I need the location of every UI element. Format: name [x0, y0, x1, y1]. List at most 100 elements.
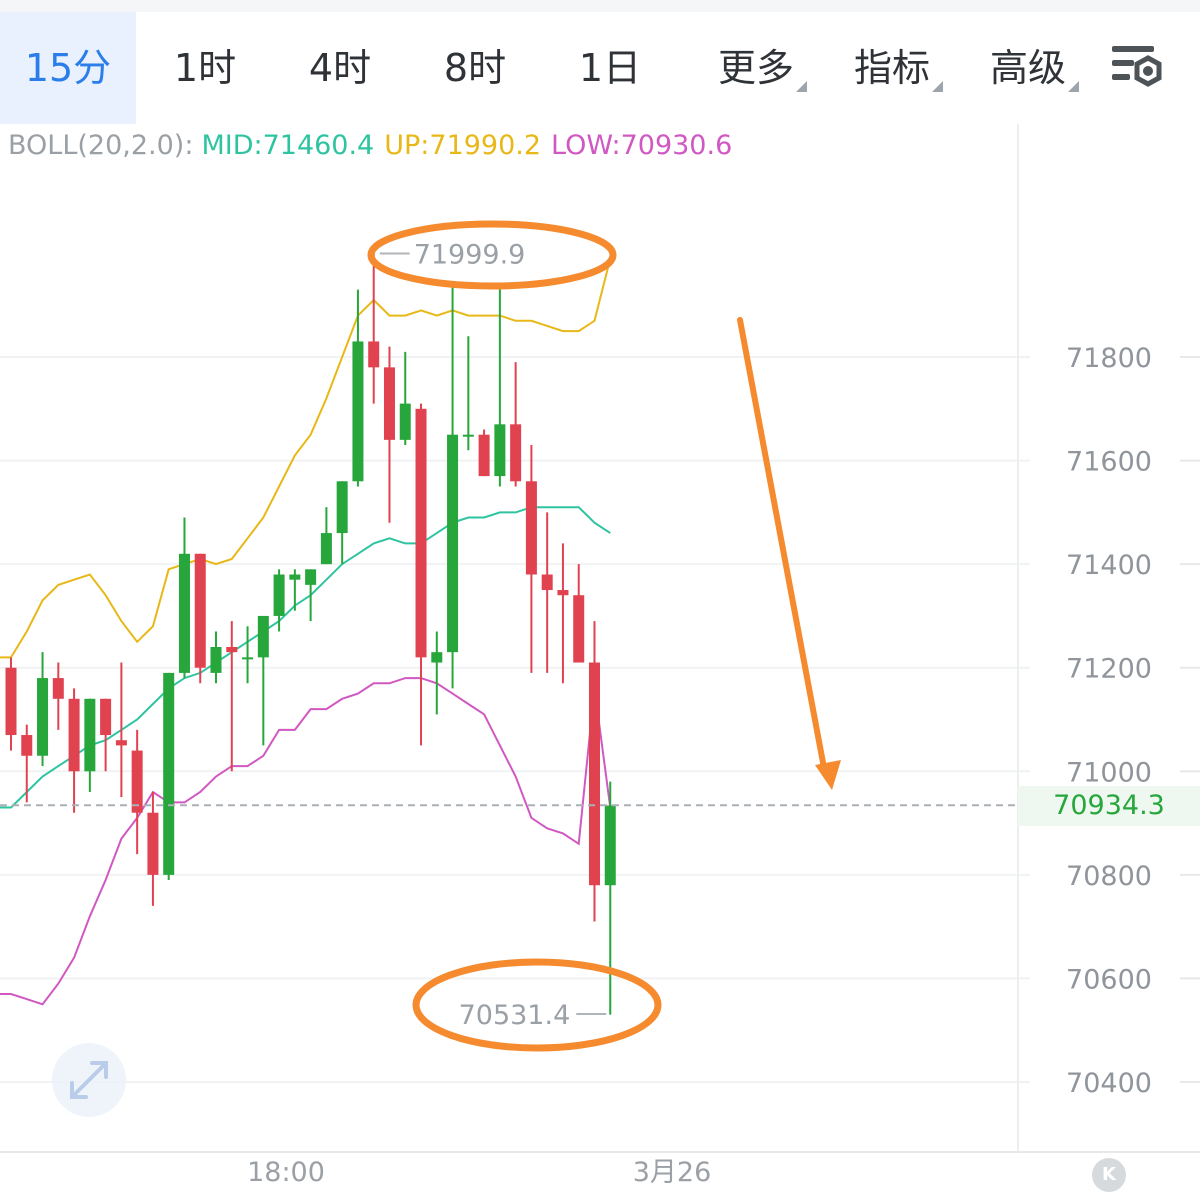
high-price-label: 71999.9 [414, 239, 526, 270]
kline-logo-button[interactable]: K [1092, 1158, 1126, 1192]
candle [273, 569, 285, 632]
boll-low-line [0, 677, 612, 1006]
candle [178, 517, 190, 679]
candle-body [178, 553, 190, 673]
candle [525, 445, 537, 673]
candle [100, 698, 112, 772]
candle-body [210, 647, 222, 673]
candle [336, 481, 348, 565]
candle-body [447, 434, 459, 653]
y-tick-label: 70800 [1066, 861, 1152, 892]
candle-body [194, 553, 206, 668]
tab-label: 指标 [853, 46, 930, 90]
boll-bands [0, 258, 612, 1006]
candle-body [399, 403, 411, 440]
tab-label: 4时 [308, 46, 372, 90]
candlestick-chart[interactable]: 71800 71600 71400 71200 71000 70800 70600 70400… [0, 124, 1200, 1191]
candle [242, 626, 254, 684]
candle [320, 507, 332, 565]
candle [383, 346, 395, 523]
low-price-label: 70531.4 [459, 1000, 571, 1031]
candle-body [588, 662, 600, 886]
candle [604, 781, 616, 1015]
candle [84, 698, 96, 792]
candle-body [604, 805, 616, 886]
tab-more-dropdown[interactable]: 更多 [700, 12, 812, 124]
tab-label: 8时 [443, 46, 507, 90]
tab-label: 更多 [717, 46, 794, 90]
candle-body [494, 424, 506, 477]
tab-advanced-dropdown[interactable]: 高级 [972, 12, 1084, 124]
candle [21, 724, 33, 803]
candle [163, 672, 175, 881]
y-tick-label: 70600 [1066, 964, 1152, 995]
tab-indicators-dropdown[interactable]: 指标 [836, 12, 948, 124]
candle [399, 351, 411, 446]
downtrend-arrow-head [815, 760, 841, 790]
candle-body [273, 574, 285, 616]
downtrend-arrow-shaft [737, 317, 827, 771]
candle [257, 615, 269, 746]
time-axis: 18:00 3月26 [247, 1157, 711, 1188]
fullscreen-button[interactable] [52, 1043, 126, 1117]
candle-body [573, 595, 585, 663]
y-tick-label: 71400 [1066, 550, 1152, 581]
candle [147, 792, 159, 906]
candle-body [368, 341, 380, 368]
candle-body [541, 574, 553, 591]
candle-body [52, 678, 64, 699]
dropdown-arrow-icon [1068, 81, 1079, 92]
tab-1h[interactable]: 1时 [140, 12, 270, 124]
k-icon: K [1102, 1164, 1116, 1185]
candle [210, 631, 222, 684]
candle-body [478, 434, 490, 477]
y-tick-label: 71600 [1066, 447, 1152, 478]
annotations [367, 220, 841, 1052]
tab-15min[interactable]: 15分 [0, 12, 136, 124]
settings-icon [1112, 46, 1162, 87]
candle [431, 631, 443, 715]
candle-body [352, 341, 364, 482]
candle-body [115, 740, 127, 746]
candle [194, 553, 206, 684]
tab-label: 高级 [989, 46, 1066, 90]
candle-body [100, 698, 112, 736]
tab-8h[interactable]: 8时 [410, 12, 540, 124]
y-tick-label: 71800 [1066, 343, 1152, 374]
candle [415, 403, 427, 746]
candle [447, 284, 459, 689]
boll-mid-line [0, 506, 611, 809]
candle [115, 662, 127, 798]
candle-body [147, 812, 159, 875]
candle-body [257, 615, 269, 658]
candle-body [383, 367, 395, 440]
candles [5, 253, 616, 1015]
tab-label: 1日 [578, 46, 642, 90]
candle-body [510, 424, 522, 482]
candle [305, 569, 317, 622]
boll-mid-value: MID:71460.4 [201, 130, 375, 161]
low-highlight-circle [412, 958, 662, 1052]
chart-settings-button[interactable] [1108, 40, 1172, 98]
candle-body [226, 647, 238, 653]
candle [573, 564, 585, 663]
boll-name: BOLL(20,2.0): [8, 130, 194, 161]
candle [37, 652, 49, 767]
candle-body [163, 672, 175, 875]
candle-body [557, 590, 569, 596]
chart-grid [0, 356, 1200, 1083]
tab-1d[interactable]: 1日 [545, 12, 675, 124]
x-tick-label: 3月26 [633, 1157, 712, 1188]
candle [352, 289, 364, 487]
y-tick-label: 71200 [1066, 654, 1152, 685]
boll-indicator-legend: BOLL(20,2.0): MID:71460.4 UP:71990.2 LOW:70… [8, 126, 732, 166]
tab-4h[interactable]: 4时 [275, 12, 405, 124]
candle [557, 543, 569, 684]
candle-body [525, 481, 537, 575]
candle-body [5, 667, 17, 736]
dropdown-arrow-icon [932, 81, 943, 92]
candle [131, 729, 143, 855]
x-tick-label: 18:00 [247, 1157, 325, 1188]
candle [462, 336, 474, 451]
y-tick-label: 71000 [1066, 757, 1152, 788]
